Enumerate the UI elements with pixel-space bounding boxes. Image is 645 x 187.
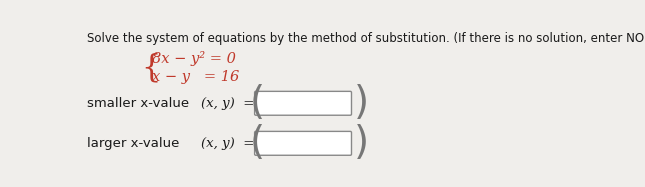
Text: (x, y)  =: (x, y) = — [201, 97, 254, 110]
Text: x − y   = 16: x − y = 16 — [152, 70, 239, 84]
Text: (: ( — [250, 124, 264, 162]
Text: {: { — [141, 52, 161, 83]
Text: ): ) — [353, 84, 368, 122]
Text: 8x − y² = 0: 8x − y² = 0 — [152, 51, 236, 66]
FancyBboxPatch shape — [255, 131, 352, 155]
FancyBboxPatch shape — [255, 91, 352, 115]
Text: larger x-value: larger x-value — [87, 137, 179, 150]
Text: (x, y)  =: (x, y) = — [201, 137, 254, 150]
Text: Solve the system of equations by the method of substitution. (If there is no sol: Solve the system of equations by the met… — [87, 32, 645, 45]
Text: smaller x-value: smaller x-value — [87, 97, 189, 110]
Text: ): ) — [353, 124, 368, 162]
Text: (: ( — [250, 84, 264, 122]
